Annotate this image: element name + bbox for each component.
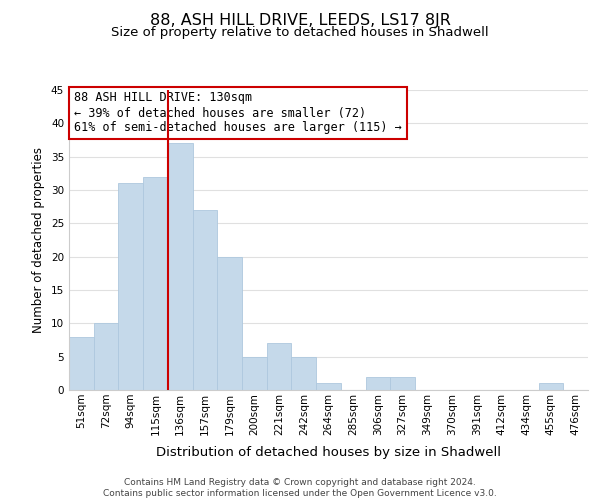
Text: Contains HM Land Registry data © Crown copyright and database right 2024.
Contai: Contains HM Land Registry data © Crown c… — [103, 478, 497, 498]
Bar — [365, 376, 390, 390]
Text: Size of property relative to detached houses in Shadwell: Size of property relative to detached ho… — [111, 26, 489, 39]
Bar — [539, 384, 563, 390]
Bar — [292, 356, 316, 390]
Y-axis label: Number of detached properties: Number of detached properties — [32, 147, 46, 333]
Bar — [143, 176, 168, 390]
Bar — [267, 344, 292, 390]
Bar — [168, 144, 193, 390]
X-axis label: Distribution of detached houses by size in Shadwell: Distribution of detached houses by size … — [156, 446, 501, 459]
Text: 88, ASH HILL DRIVE, LEEDS, LS17 8JR: 88, ASH HILL DRIVE, LEEDS, LS17 8JR — [149, 12, 451, 28]
Text: 88 ASH HILL DRIVE: 130sqm
← 39% of detached houses are smaller (72)
61% of semi-: 88 ASH HILL DRIVE: 130sqm ← 39% of detac… — [74, 92, 402, 134]
Bar — [242, 356, 267, 390]
Bar — [217, 256, 242, 390]
Bar — [69, 336, 94, 390]
Bar — [94, 324, 118, 390]
Bar — [316, 384, 341, 390]
Bar — [390, 376, 415, 390]
Bar — [193, 210, 217, 390]
Bar — [118, 184, 143, 390]
